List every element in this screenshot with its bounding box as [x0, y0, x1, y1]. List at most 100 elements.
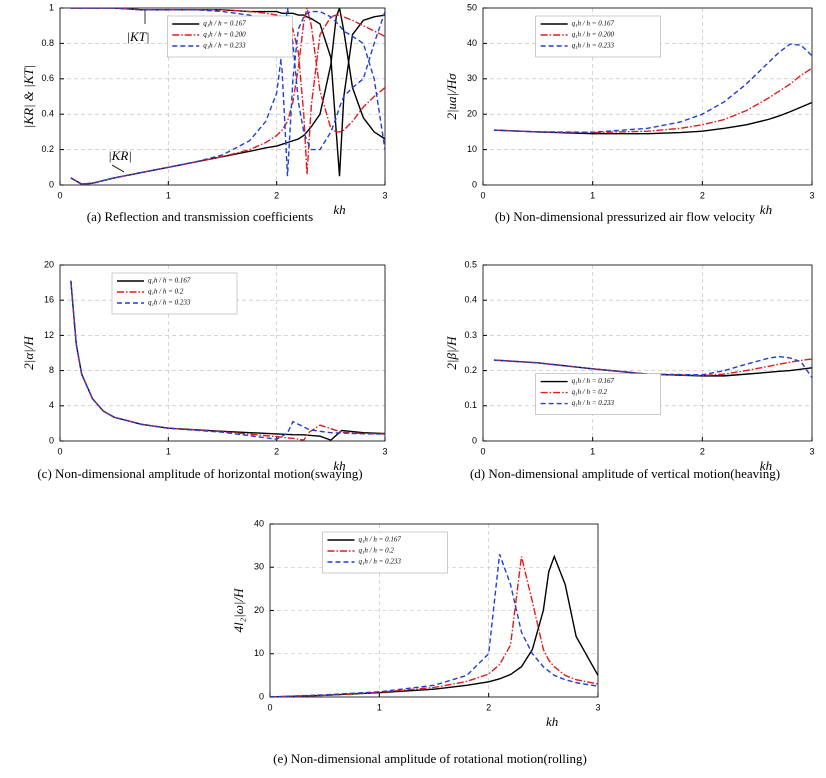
plot-frame [269, 523, 599, 698]
x-axis-label: kh [760, 202, 772, 217]
y-tick-label: 0.2 [464, 365, 477, 375]
caption: (d) Non-dimensional amplitude of vertica… [470, 466, 780, 481]
x-tick-label: 1 [590, 190, 595, 200]
y-tick-label: 0.3 [464, 330, 477, 340]
legend-box [322, 531, 448, 574]
x-tick-label: 1 [377, 702, 382, 712]
series-line [493, 101, 812, 135]
y-tick-label: 10 [467, 144, 477, 154]
series-line [70, 8, 385, 177]
x-tick-label: 0 [480, 446, 485, 456]
y-tick-label: 0.2 [41, 144, 54, 154]
y-tick-label: 16 [44, 295, 54, 305]
series-line [70, 280, 385, 441]
x-tick-label: 1 [166, 446, 171, 456]
legend-label: q₁h / h = 0.233 [358, 558, 401, 566]
y-tick-label: 0.1 [464, 400, 477, 410]
x-tick-label: 3 [809, 190, 814, 200]
legend-box [535, 15, 661, 58]
y-tick-label: 0 [472, 435, 477, 445]
y-axis-label: 2|ua|/Hσ [444, 73, 459, 120]
x-axis-label: kh [333, 458, 345, 473]
series-line [70, 8, 385, 185]
plot-frame [482, 264, 813, 442]
x-axis-label: kh [760, 458, 772, 473]
series-line [493, 43, 812, 133]
series-line [270, 556, 598, 697]
y-axis-label: 4l₂|ω|/H [231, 588, 246, 633]
chart-panel: 0 10 20 30 40 50 0 1 2 3 q₁h / h = 0.167 q₁h / h = … [444, 2, 815, 224]
y-axis-label: 2|α|/H [21, 336, 36, 370]
y-tick-label: 40 [467, 38, 477, 48]
legend-box [535, 373, 661, 415]
y-tick-label: 0.4 [464, 295, 477, 305]
x-tick-label: 3 [382, 190, 387, 200]
y-tick-label: 40 [254, 518, 264, 528]
x-tick-label: 3 [809, 446, 814, 456]
y-tick-label: 30 [467, 73, 477, 83]
x-tick-label: 0 [267, 702, 272, 712]
y-tick-label: 0.8 [41, 38, 54, 48]
y-tick-label: 10 [254, 648, 264, 658]
caption: (a) Reflection and transmission coeffici… [87, 209, 313, 224]
chart-panel: 0 0.1 0.2 0.3 0.4 0.5 0 1 2 3 q₁h / h = 0.167 q₁h /… [444, 259, 815, 481]
legend-label: q₁h / h = 0.233 [572, 42, 615, 50]
chart-panel: 0 10 20 30 40 0 1 2 3 q₁h / h = 0.167 q₁h / h = 0.… [231, 518, 601, 766]
y-tick-label: 20 [467, 109, 477, 119]
caption: (c) Non-dimensional amplitude of horizon… [37, 466, 362, 481]
x-axis-label: kh [333, 202, 345, 217]
y-tick-label: 12 [44, 330, 54, 340]
series-line [493, 67, 812, 134]
chart-panel: 0 0.2 0.4 0.6 0.8 1 0 1 2 3 q₁h / h = 0.167 q₁h / h… [21, 2, 388, 224]
legend-label: q₁h / h = 0.200 [572, 31, 615, 39]
x-tick-label: 2 [486, 702, 491, 712]
y-tick-label: 0 [49, 435, 54, 445]
series-line [70, 280, 385, 440]
y-tick-label: 1 [49, 2, 54, 12]
legend-label: q₁h / h = 0.2 [358, 547, 394, 555]
y-tick-label: 20 [44, 259, 54, 269]
series-line [270, 554, 598, 697]
y-axis-label: |KR| & |KT| [21, 65, 36, 128]
x-tick-label: 0 [57, 190, 62, 200]
legend-label: q₁h / h = 0.233 [203, 42, 246, 50]
x-axis-label: kh [546, 714, 558, 729]
y-tick-label: 0 [472, 179, 477, 189]
legend-label: q₁h / h = 0.233 [148, 299, 191, 307]
series-line [270, 554, 598, 697]
y-tick-label: 30 [254, 562, 264, 572]
series-line [70, 8, 385, 185]
series-line [70, 8, 385, 175]
y-axis-label: 2|β|/H [444, 336, 459, 370]
caption: (b) Non-dimensional pressurized air flow… [495, 209, 756, 224]
legend-label: q₁h / h = 0.167 [572, 377, 615, 385]
legend-label: q₁h / h = 0.167 [148, 277, 191, 285]
y-tick-label: 0 [49, 179, 54, 189]
annotation-arrow [111, 164, 125, 173]
y-tick-label: 0.4 [41, 109, 54, 119]
x-tick-label: 2 [700, 190, 705, 200]
annotation: |KT| [126, 29, 149, 44]
legend-label: q₁h / h = 0.167 [572, 20, 615, 28]
x-tick-label: 1 [166, 190, 171, 200]
legend-box [167, 15, 293, 58]
x-tick-label: 3 [595, 702, 600, 712]
y-tick-label: 20 [254, 605, 264, 615]
legend-label: q₁h / h = 0.200 [203, 31, 246, 39]
series-line [493, 355, 812, 379]
legend-label: q₁h / h = 0.167 [358, 536, 401, 544]
annotation: |KR| [108, 148, 132, 163]
legend-label: q₁h / h = 0.2 [572, 388, 608, 396]
y-tick-label: 50 [467, 2, 477, 12]
x-tick-label: 0 [480, 190, 485, 200]
y-tick-label: 0 [259, 691, 264, 701]
y-tick-label: 0.5 [464, 259, 477, 269]
plot-frame [59, 264, 386, 442]
x-tick-label: 1 [590, 446, 595, 456]
legend-box [111, 272, 238, 315]
x-tick-label: 2 [274, 190, 279, 200]
x-tick-label: 2 [274, 446, 279, 456]
